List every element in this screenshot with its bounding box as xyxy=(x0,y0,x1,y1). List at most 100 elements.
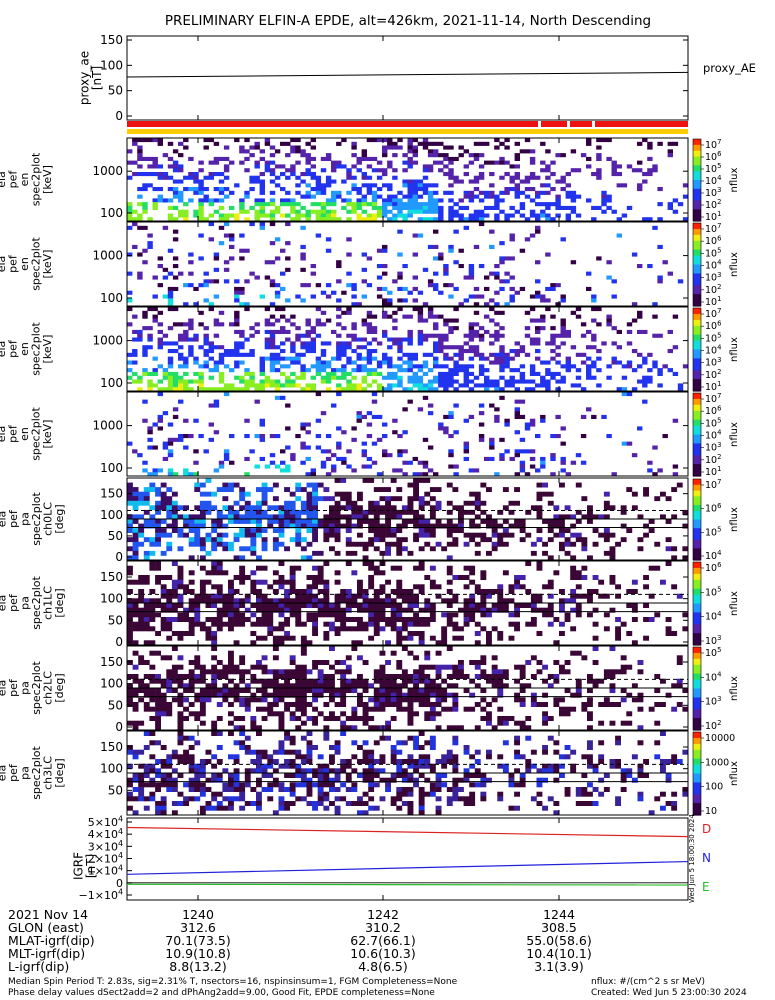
colorbar-segment xyxy=(693,228,701,233)
pitch-angle-cell xyxy=(312,593,318,599)
pitch-angle-cell xyxy=(536,496,543,502)
spectrogram-cell xyxy=(586,371,592,376)
pitch-angle-cell xyxy=(385,487,391,492)
spectrogram-cell xyxy=(305,213,311,218)
spectrogram-cell xyxy=(366,352,373,357)
pitch-angle-cell xyxy=(250,550,257,556)
spectrogram-cell xyxy=(290,360,296,365)
spectrogram-cell xyxy=(172,187,179,192)
pitch-angle-cell xyxy=(570,626,577,632)
pitch-angle-cell xyxy=(446,565,453,571)
pitch-angle-cell xyxy=(267,631,274,636)
pitch-angle-cell xyxy=(194,487,201,492)
spectrogram-cell xyxy=(657,217,663,222)
spectrogram-cell xyxy=(463,164,469,169)
pitch-angle-cell xyxy=(250,692,257,698)
spectrogram-cell xyxy=(427,141,434,146)
pitch-angle-cell xyxy=(413,514,419,520)
pitch-angle-cell xyxy=(300,523,307,529)
spectrogram-cell xyxy=(351,183,357,188)
pitch-angle-cell xyxy=(385,688,391,693)
spectrogram-cell xyxy=(325,237,332,242)
pitch-angle-cell xyxy=(452,541,459,547)
colorbar-segment xyxy=(693,285,701,289)
spectrogram-cell xyxy=(397,364,403,369)
spectrogram-cell xyxy=(325,217,332,222)
spectrogram-cell xyxy=(188,322,194,327)
spectrogram-cell xyxy=(162,371,169,376)
pitch-angle-cell xyxy=(424,621,431,627)
pitch-angle-cell xyxy=(598,720,605,726)
spectrogram-cell xyxy=(422,164,429,169)
pitch-angle-cell xyxy=(306,500,313,506)
spectrogram-cell xyxy=(366,175,373,180)
pitch-angle-cell xyxy=(284,546,290,552)
pitch-angle-cell xyxy=(587,702,593,707)
spectrogram-cell xyxy=(290,314,296,319)
spectrogram-cell xyxy=(478,198,485,203)
spectrogram-cell xyxy=(259,205,265,210)
pitch-angle-cell xyxy=(441,546,448,552)
spectrogram-cell xyxy=(586,156,592,161)
pitch-angle-cell xyxy=(446,603,453,608)
spectrogram-cell xyxy=(147,371,153,376)
spectrogram-cell xyxy=(509,205,515,210)
pitch-angle-cell xyxy=(155,537,161,543)
colorbar-segment xyxy=(693,316,701,321)
pitch-angle-cell xyxy=(177,697,184,703)
pitch-angle-cell xyxy=(228,612,234,618)
spectrogram-cell xyxy=(172,414,179,419)
spectrogram-cell xyxy=(407,202,413,207)
spectrogram-cell xyxy=(417,387,424,392)
pitch-angle-cell xyxy=(379,688,386,693)
spectrogram-cell xyxy=(331,168,337,173)
pitch-angle-cell xyxy=(665,631,672,636)
pitch-angle-cell xyxy=(626,487,633,492)
spectrogram-cell xyxy=(448,434,454,439)
spectrogram-cell xyxy=(606,364,612,369)
spectrogram-cell xyxy=(458,217,464,222)
spectrogram-cell xyxy=(280,371,286,376)
pitch-angle-cell xyxy=(177,720,184,726)
pitch-angle-cell xyxy=(132,532,139,538)
pitch-angle-cell xyxy=(233,532,240,538)
spectrogram-cell xyxy=(412,275,418,280)
spectrogram-cell xyxy=(468,217,475,222)
pitch-angle-cell xyxy=(155,575,161,580)
spectrogram-cell xyxy=(280,172,286,177)
spectrogram-cell xyxy=(540,141,546,146)
pitch-angle-cell xyxy=(295,528,302,533)
spectrogram-cell xyxy=(443,283,449,288)
spectrogram-cell xyxy=(473,244,480,249)
pitch-angle-cell xyxy=(396,706,403,712)
spectrogram-cell xyxy=(249,145,255,150)
spectrogram-cell xyxy=(616,233,622,238)
pitch-angle-cell xyxy=(171,509,178,515)
pitch-angle-cell xyxy=(368,519,375,524)
spectrogram-cell xyxy=(315,187,322,192)
colorbar-segment xyxy=(693,655,701,660)
spectrogram-cell xyxy=(453,318,459,323)
spectrogram-cell xyxy=(397,368,403,373)
pitch-angle-cell xyxy=(486,514,492,520)
spectrogram-cell xyxy=(203,271,209,276)
spectrogram-cell xyxy=(331,329,337,334)
pitch-angle-cell xyxy=(149,674,156,679)
spectrogram-cell xyxy=(540,183,546,188)
pitch-angle-cell xyxy=(233,598,240,604)
spectrogram-cell xyxy=(524,187,531,192)
spectrogram-cell xyxy=(427,310,434,315)
spectrogram-cell xyxy=(234,375,240,380)
spectrogram-cell xyxy=(351,349,357,354)
pitch-angle-cell xyxy=(228,688,234,693)
colorbar-segment xyxy=(693,649,701,654)
spectrogram-cell xyxy=(448,209,454,214)
spectrogram-cell xyxy=(540,383,546,388)
spectrogram-cell xyxy=(565,356,571,361)
spectrogram-cell xyxy=(295,202,301,207)
spectrogram-cell xyxy=(157,283,163,288)
pitch-angle-cell xyxy=(452,702,459,707)
pitch-angle-cell xyxy=(329,716,335,721)
spectrogram-cell xyxy=(631,368,638,373)
